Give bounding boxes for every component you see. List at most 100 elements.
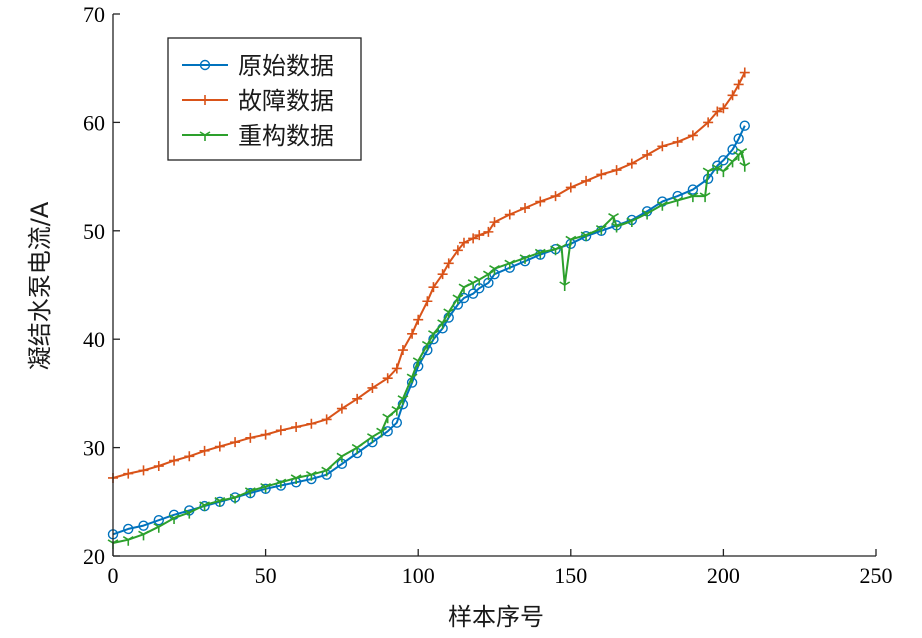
x-tick-label: 0 — [108, 563, 119, 588]
data-point — [153, 515, 164, 526]
data-point — [467, 288, 479, 299]
data-point — [608, 213, 619, 223]
x-tick-label: 150 — [554, 563, 587, 588]
data-point — [275, 478, 287, 489]
data-point — [703, 117, 714, 128]
data-point — [534, 248, 546, 259]
data-point — [214, 497, 226, 507]
y-tick-label: 50 — [83, 219, 105, 244]
data-point — [290, 474, 302, 484]
data-point — [336, 452, 348, 463]
legend-marker — [199, 59, 211, 71]
data-point — [699, 192, 711, 203]
data-point — [727, 157, 738, 168]
legend-marker — [200, 95, 210, 105]
data-point — [626, 217, 638, 228]
data-point — [413, 314, 424, 325]
data-point — [391, 405, 403, 416]
data-point — [482, 270, 494, 281]
data-point — [397, 345, 408, 356]
data-point — [565, 182, 576, 193]
data-point — [153, 461, 164, 472]
data-point — [739, 162, 751, 172]
data-point — [122, 536, 134, 546]
data-point — [550, 191, 561, 202]
data-point — [727, 90, 738, 101]
data-point — [611, 165, 622, 176]
data-point — [559, 281, 571, 291]
data-point — [351, 443, 363, 454]
data-point — [556, 243, 568, 254]
data-point — [183, 508, 195, 519]
data-point — [397, 395, 409, 405]
legend-label: 重构数据 — [238, 122, 334, 150]
data-point — [733, 133, 744, 144]
data-point — [336, 403, 347, 414]
data-point — [672, 196, 684, 207]
tick-labels: 0 50 100 150 200 250 20 30 40 50 60 70 — [83, 2, 893, 588]
data-point — [138, 465, 149, 476]
x-axis-label: 样本序号 — [448, 603, 544, 631]
data-point — [717, 167, 729, 178]
data-point — [275, 480, 287, 491]
data-point — [199, 501, 210, 512]
y-tick-label: 70 — [83, 2, 105, 27]
data-point — [474, 230, 485, 241]
data-point — [489, 217, 500, 228]
data-point — [687, 130, 698, 141]
legend-label: 故障数据 — [238, 87, 334, 115]
data-point — [169, 455, 180, 466]
data-point — [138, 530, 149, 541]
data-point — [291, 422, 302, 433]
y-tick-label: 20 — [83, 544, 105, 569]
legend-entry: 原始数据 — [182, 52, 334, 80]
series-line — [112, 72, 746, 479]
y-axis-label: 凝结水泵电流/A — [26, 201, 54, 370]
data-point — [739, 120, 750, 131]
data-point — [437, 319, 449, 329]
data-point — [412, 357, 424, 367]
data-point — [718, 155, 729, 166]
series-1 — [107, 120, 750, 540]
data-point — [711, 164, 723, 174]
data-point — [504, 259, 516, 270]
data-point — [245, 432, 256, 443]
data-point — [733, 79, 744, 90]
data-point — [153, 523, 165, 533]
data-point — [739, 67, 750, 78]
data-point — [580, 231, 592, 242]
data-point — [596, 169, 607, 180]
x-tick-label: 50 — [255, 563, 277, 588]
data-point — [382, 413, 394, 424]
data-point — [260, 482, 272, 493]
data-point — [437, 269, 448, 280]
data-point — [519, 255, 531, 267]
y-tick-label: 60 — [83, 110, 105, 135]
x-tick-label: 250 — [860, 563, 893, 588]
data-point — [260, 429, 271, 440]
x-tick-label: 200 — [707, 563, 740, 588]
data-point — [421, 340, 433, 351]
data-point — [407, 328, 418, 339]
data-point — [687, 184, 699, 195]
data-point — [168, 514, 180, 525]
y-tick-label: 30 — [83, 436, 105, 461]
data-point — [138, 520, 149, 531]
data-point — [443, 308, 455, 319]
legend-entry: 故障数据 — [182, 87, 334, 115]
data-point — [452, 245, 463, 256]
data-point — [367, 433, 378, 443]
data-point — [467, 279, 479, 289]
data-point — [595, 224, 607, 235]
data-point — [473, 275, 485, 286]
data-point — [687, 192, 699, 203]
series-line — [112, 125, 746, 536]
data-point — [230, 437, 241, 448]
data-point — [452, 294, 464, 305]
data-point — [581, 175, 592, 186]
data-point — [244, 487, 256, 497]
data-point — [275, 425, 286, 436]
data-point — [382, 426, 393, 437]
